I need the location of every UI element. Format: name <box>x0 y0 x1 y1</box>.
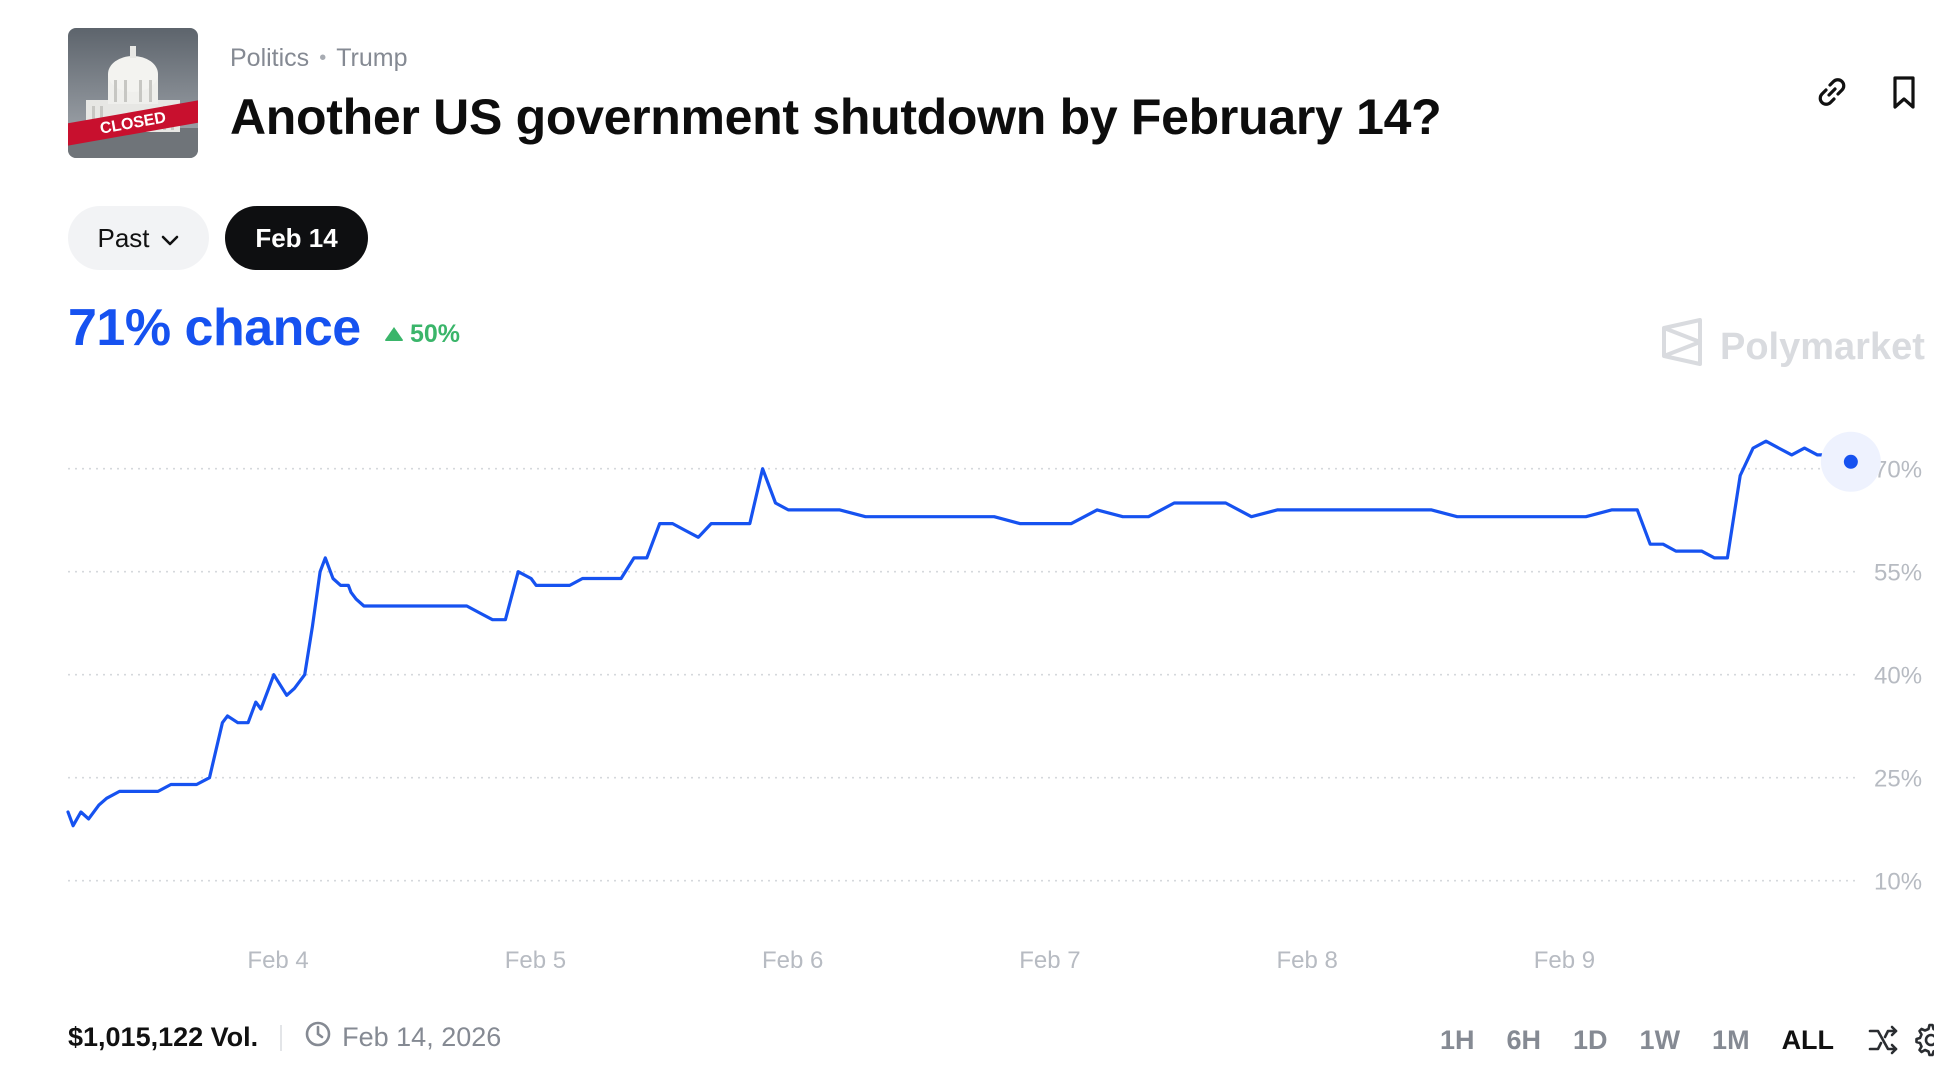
market-thumbnail: CLOSED <box>68 28 198 158</box>
range-1d[interactable]: 1D <box>1573 1024 1608 1055</box>
past-label: Past <box>97 222 150 253</box>
end-date-value: Feb 14, 2026 <box>342 1022 502 1052</box>
x-tick-label: Feb 9 <box>1534 947 1595 974</box>
y-tick-label: 10% <box>1874 869 1922 896</box>
page-title: Another US government shutdown by Februa… <box>230 89 1442 145</box>
x-tick-label: Feb 5 <box>505 947 566 974</box>
x-tick-label: Feb 7 <box>1019 947 1080 974</box>
current-point-dot[interactable] <box>1843 454 1858 469</box>
past-outcomes-dropdown[interactable]: Past <box>68 206 209 270</box>
y-tick-label: 25% <box>1874 766 1922 793</box>
outcome-tab-active[interactable]: Feb 14 <box>225 206 368 270</box>
clock-icon <box>304 1020 332 1055</box>
x-tick-label: Feb 4 <box>247 947 308 974</box>
y-tick-label: 40% <box>1874 663 1922 690</box>
range-all[interactable]: ALL <box>1781 1024 1835 1055</box>
y-tick-label: 55% <box>1874 560 1922 587</box>
end-date: Feb 14, 2026 <box>304 1020 501 1055</box>
active-outcome-label: Feb 14 <box>255 222 338 253</box>
time-range-selector: 1H 6H 1D 1W 1M ALL <box>1440 1020 1934 1060</box>
market-footer: $1,015,122 Vol. Feb 14, 2026 <box>68 1020 501 1055</box>
volume-value: $1,015,122 Vol. <box>68 1022 259 1052</box>
x-tick-label: Feb 8 <box>1276 947 1337 974</box>
y-tick-label: 70% <box>1874 457 1922 484</box>
chevron-down-icon <box>160 223 180 254</box>
brand-name: Polymarket <box>1720 325 1925 368</box>
polymarket-logo-icon <box>1660 318 1704 376</box>
change-value: 50% <box>410 320 461 348</box>
range-1w[interactable]: 1W <box>1639 1024 1681 1055</box>
breadcrumb-subcategory[interactable]: Trump <box>336 44 408 72</box>
shuffle-icon[interactable] <box>1866 1023 1900 1057</box>
change-badge: 50% <box>384 320 460 349</box>
price-chart[interactable]: 10% 25% 40% 55% 70% Feb 4 Feb 5 Feb 6 Feb 7 Feb … <box>0 400 1934 980</box>
breadcrumb: Politics • Trump <box>230 44 408 73</box>
triangle-up-icon <box>384 320 404 349</box>
link-icon[interactable] <box>1812 70 1852 114</box>
polymarket-watermark: Polymarket <box>1660 318 1925 376</box>
footer-divider <box>280 1024 283 1051</box>
range-1m[interactable]: 1M <box>1712 1024 1750 1055</box>
bookmark-icon[interactable] <box>1884 70 1924 114</box>
x-tick-label: Feb 6 <box>762 947 823 974</box>
breadcrumb-separator: • <box>319 47 327 69</box>
gear-icon[interactable] <box>1914 1023 1934 1057</box>
price-line <box>66 439 1853 828</box>
breadcrumb-category[interactable]: Politics <box>230 44 310 72</box>
range-6h[interactable]: 6H <box>1506 1024 1542 1055</box>
chance-value: 71% chance <box>68 299 361 357</box>
range-1h[interactable]: 1H <box>1440 1024 1475 1055</box>
